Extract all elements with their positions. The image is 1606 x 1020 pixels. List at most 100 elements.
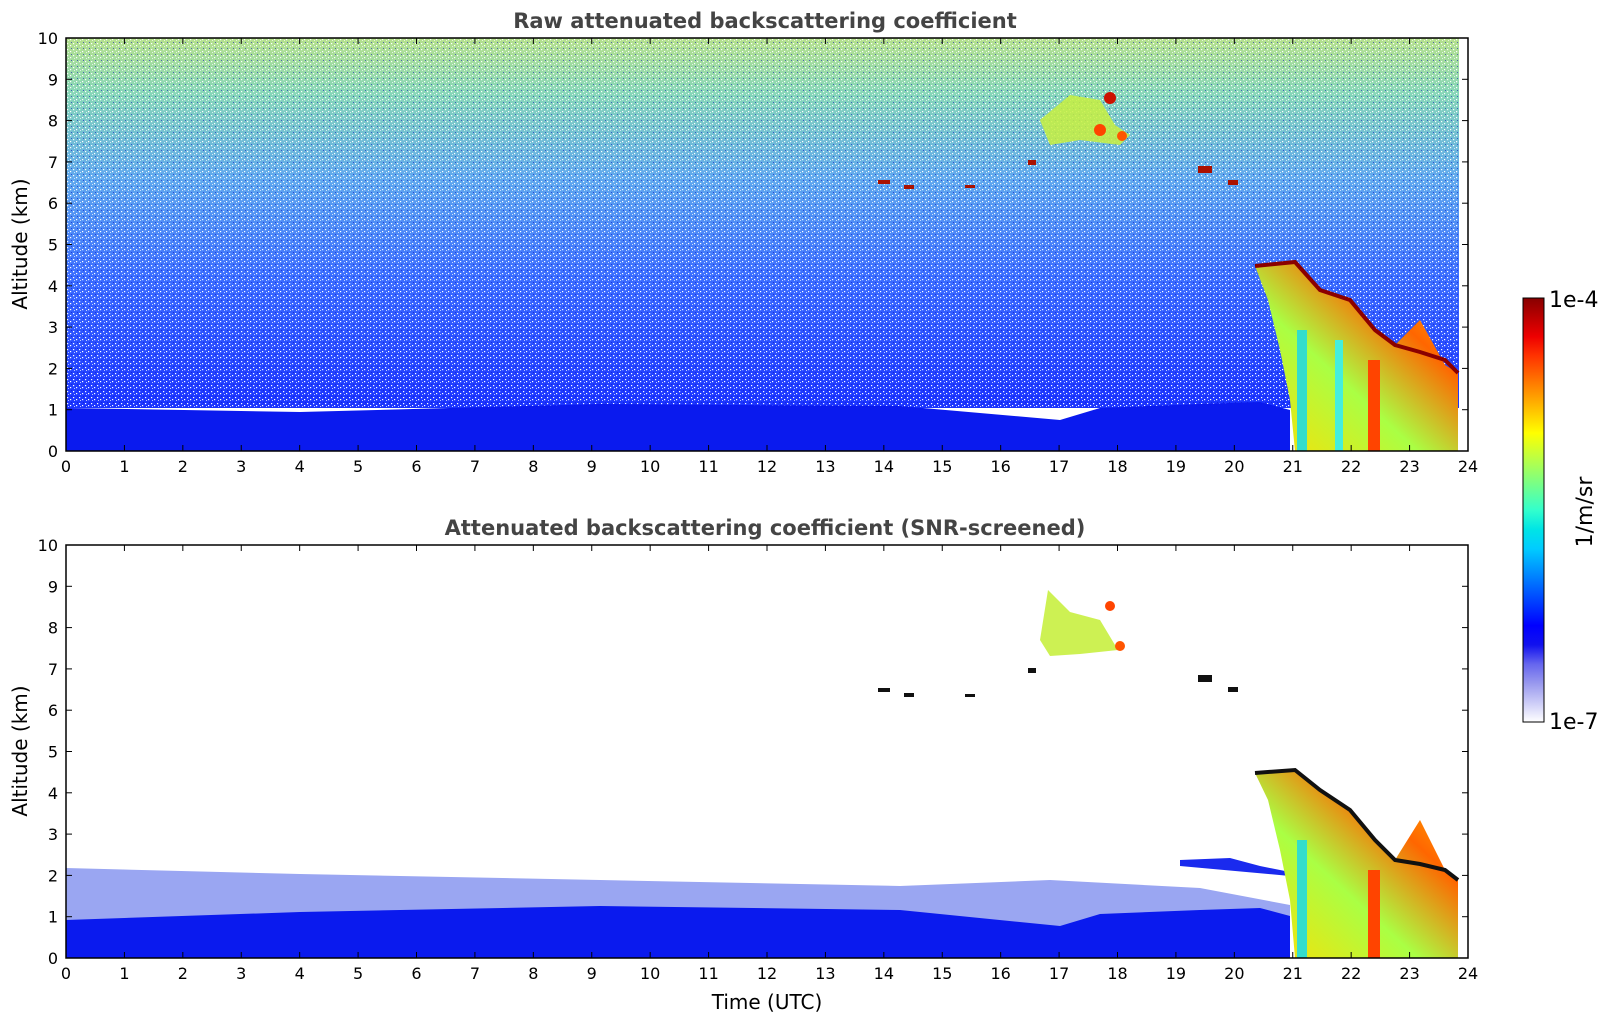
raw-xtick-label: 14 [874, 457, 894, 476]
screened-xtick-label: 4 [295, 964, 305, 983]
screened-ytick-label: 4 [48, 784, 58, 803]
raw-xtick-label: 12 [757, 457, 777, 476]
raw-boundary-layer [66, 402, 1290, 451]
raw-ytick-label: 1 [48, 401, 58, 420]
raw-ytick-label: 3 [48, 318, 58, 337]
screened-xtick-label: 17 [1049, 964, 1069, 983]
screened-xtick-label: 8 [528, 964, 538, 983]
raw-xtick-label: 2 [178, 457, 188, 476]
screened-cirrus-core-2 [1115, 641, 1125, 651]
raw-xtick-label: 18 [1107, 457, 1127, 476]
raw-xtick-label: 10 [640, 457, 660, 476]
screened-ytick-label: 1 [48, 908, 58, 927]
screened-xtick-label: 24 [1458, 964, 1478, 983]
screened-thin-cloud-patches [878, 668, 1238, 697]
screened-ytick-label: 3 [48, 825, 58, 844]
panel-raw: Raw attenuated backscattering coefficien… [8, 9, 1478, 476]
panel-screened-title: Attenuated backscattering coefficient (S… [445, 516, 1086, 540]
raw-xtick-label: 9 [587, 457, 597, 476]
screened-xtick-label: 1 [119, 964, 129, 983]
screened-xtick-label: 7 [470, 964, 480, 983]
raw-xtick-label: 5 [353, 457, 363, 476]
raw-deep-cloud-red [1368, 360, 1380, 451]
raw-xtick-label: 3 [236, 457, 246, 476]
raw-ytick-label: 6 [48, 194, 58, 213]
screened-ytick-label: 7 [48, 660, 58, 679]
screened-xtick-label: 6 [411, 964, 421, 983]
raw-deep-cloud-cyan-2 [1335, 340, 1343, 451]
colorbar-bar [1522, 297, 1545, 723]
screened-xtick-label: 23 [1399, 964, 1419, 983]
screened-xtick-label: 16 [990, 964, 1010, 983]
raw-ytick-label: 9 [48, 70, 58, 89]
panel-raw-title: Raw attenuated backscattering coefficien… [513, 9, 1017, 33]
raw-xtick-label: 6 [411, 457, 421, 476]
raw-noise-speckle [66, 38, 1465, 408]
screened-ytick-label: 5 [48, 743, 58, 762]
screened-xtick-label: 18 [1107, 964, 1127, 983]
screened-xtick-label: 22 [1341, 964, 1361, 983]
screened-mid-layer [1180, 858, 1290, 876]
screened-boundary-layer [66, 906, 1290, 958]
screened-xtick-label: 19 [1166, 964, 1186, 983]
raw-xtick-label: 13 [815, 457, 835, 476]
screened-xtick-label: 5 [353, 964, 363, 983]
screened-ytick-label: 0 [48, 949, 58, 968]
panel-screened-ticks: 0 1 2 3 4 5 6 7 8 9 10 11 12 13 14 15 16 17 18 19 20 21 22 23 24… [38, 536, 1479, 983]
raw-xtick-label: 1 [119, 457, 129, 476]
panel-raw-ylabel: Altitude (km) [8, 178, 32, 309]
raw-cirrus-core-1 [1104, 92, 1116, 104]
raw-xtick-label: 7 [470, 457, 480, 476]
raw-ytick-label: 4 [48, 277, 58, 296]
screened-ytick-label: 2 [48, 866, 58, 885]
raw-xtick-label: 4 [295, 457, 305, 476]
raw-ytick-label: 2 [48, 359, 58, 378]
screened-xtick-label: 10 [640, 964, 660, 983]
screened-xtick-label: 15 [932, 964, 952, 983]
screened-xtick-label: 9 [587, 964, 597, 983]
panel-raw-ticks: 0 1 2 3 4 5 6 7 8 9 10 11 12 13 14 15 16 17 18 19 20 21 22 23 24… [38, 29, 1479, 476]
raw-xtick-label: 23 [1399, 457, 1419, 476]
raw-xtick-label: 24 [1458, 457, 1478, 476]
raw-cirrus-core-3 [1117, 131, 1127, 141]
screened-cirrus [1040, 590, 1118, 656]
screened-deep-cloud-cyan [1297, 840, 1307, 958]
raw-ytick-label: 0 [48, 442, 58, 461]
screened-ytick-label: 9 [48, 577, 58, 596]
raw-xtick-label: 11 [698, 457, 718, 476]
panel-screened-xlabel: Time (UTC) [711, 990, 823, 1014]
raw-ytick-label: 8 [48, 112, 58, 131]
screened-deep-cloud-top [1254, 767, 1460, 882]
raw-deep-cloud-cyan-1 [1297, 330, 1307, 451]
screened-xtick-label: 21 [1283, 964, 1303, 983]
raw-xtick-label: 22 [1341, 457, 1361, 476]
screened-xtick-label: 14 [874, 964, 894, 983]
screened-xtick-label: 20 [1224, 964, 1244, 983]
raw-xtick-label: 20 [1224, 457, 1244, 476]
screened-xtick-label: 3 [236, 964, 246, 983]
raw-cirrus-core-2 [1094, 124, 1106, 136]
raw-xtick-label: 8 [528, 457, 538, 476]
screened-xtick-label: 11 [698, 964, 718, 983]
raw-xtick-label: 15 [932, 457, 952, 476]
raw-cirrus [1040, 95, 1130, 145]
colorbar-min-label: 1e-7 [1549, 710, 1598, 735]
raw-xtick-label: 0 [61, 457, 71, 476]
screened-ytick-label: 10 [38, 536, 58, 555]
screened-xtick-label: 12 [757, 964, 777, 983]
panel-screened-plot [66, 545, 1468, 958]
raw-ytick-label: 5 [48, 236, 58, 255]
screened-xtick-label: 0 [61, 964, 71, 983]
panel-screened-ylabel: Altitude (km) [8, 685, 32, 816]
screened-deep-cloud-red [1368, 870, 1380, 958]
panel-raw-plot [66, 38, 1468, 451]
raw-xtick-label: 17 [1049, 457, 1069, 476]
screened-ytick-label: 8 [48, 619, 58, 638]
raw-ytick-label: 10 [38, 29, 58, 48]
screened-ytick-label: 6 [48, 701, 58, 720]
raw-thin-cloud-patches [878, 160, 1238, 189]
raw-ytick-label: 7 [48, 153, 58, 172]
colorbar-unit-label: 1/m/sr [1573, 476, 1598, 548]
raw-xtick-label: 19 [1166, 457, 1186, 476]
